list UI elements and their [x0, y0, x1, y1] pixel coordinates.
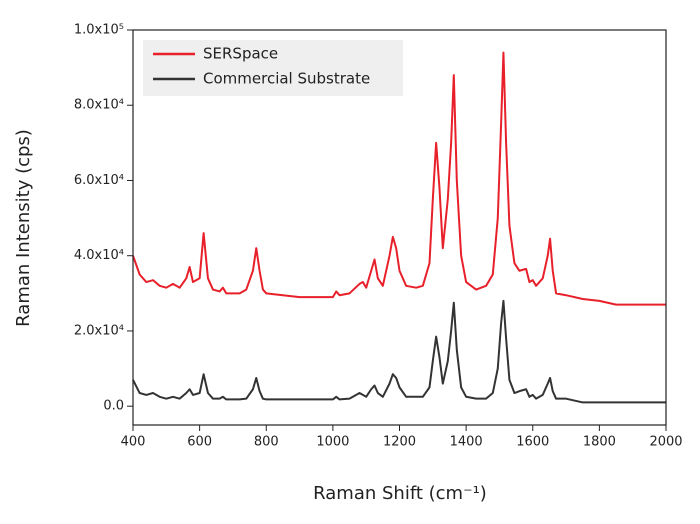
- x-tick-label: 600: [187, 435, 212, 450]
- x-tick-label: 400: [121, 435, 146, 450]
- plot-frame: [132, 29, 667, 426]
- x-tick-label: 1600: [516, 435, 549, 450]
- x-tick-label: 1200: [383, 435, 416, 450]
- series-line: [132, 51, 666, 306]
- x-tick-label: 2000: [649, 435, 682, 450]
- x-tick-label: 800: [254, 435, 279, 450]
- y-tick-label: 0.0: [103, 399, 124, 414]
- legend-label: Commercial Substrate: [203, 70, 370, 88]
- y-tick-label: 1.0x10⁵: [74, 23, 124, 38]
- x-tick-label: 1800: [583, 435, 616, 450]
- y-tick-label: 4.0x10⁴: [74, 248, 124, 263]
- legend-box: [143, 40, 403, 96]
- x-tick-label: 1400: [450, 435, 483, 450]
- legend-label: SERSpace: [203, 45, 278, 63]
- x-tick-label: 1000: [316, 435, 349, 450]
- y-tick-label: 6.0x10⁴: [74, 173, 124, 188]
- series-line: [132, 299, 666, 404]
- y-tick-label: 2.0x10⁴: [74, 323, 124, 338]
- y-tick-label: 8.0x10⁴: [74, 98, 124, 113]
- y-axis-label: Raman Intensity (cps): [13, 129, 34, 327]
- x-axis-label: Raman Shift (cm⁻¹): [313, 483, 487, 504]
